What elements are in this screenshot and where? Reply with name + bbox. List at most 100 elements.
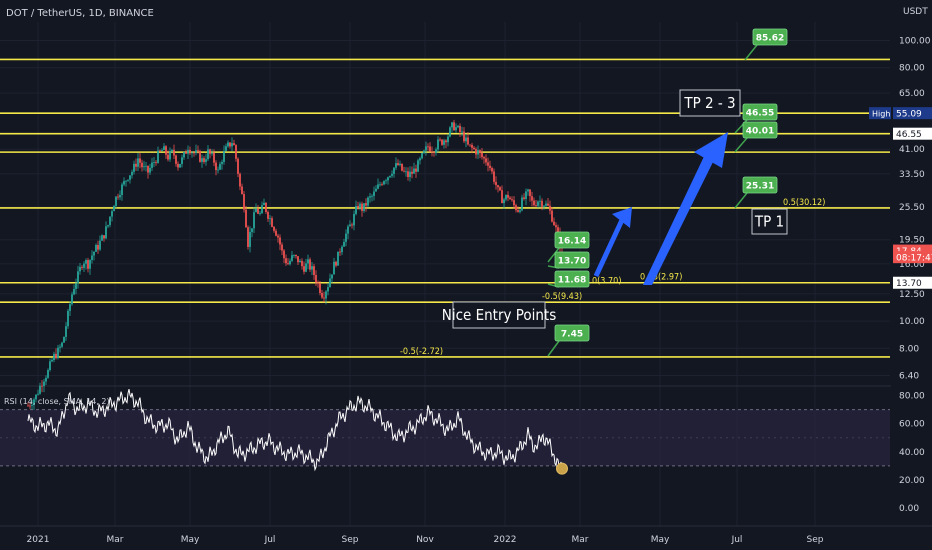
candle-body [61,342,63,347]
candle-body [453,122,455,131]
candle-body [457,125,459,128]
target-box-label: 25.31 [746,182,774,192]
candle-body [395,163,397,168]
candle-body [155,162,157,164]
candle-body [385,180,387,182]
candle-body [439,139,441,141]
candle-body [313,266,315,276]
candle-body [295,254,297,257]
candle-body [399,163,401,165]
candle-body [419,158,421,161]
candle-body [311,266,313,270]
candle-body [519,210,521,212]
candle-body [235,145,237,159]
candle-body [409,171,411,178]
candle-body [139,158,141,163]
target-box-label: 40.01 [746,127,774,137]
candle-body [77,271,79,284]
candle-body [347,226,349,234]
candle-body [441,139,443,145]
candle-body [97,245,99,250]
price-tick: 6.40 [899,372,919,382]
candle-body [275,230,277,236]
annotation-text: Nice Entry Points [442,306,557,324]
candle-body [547,203,549,206]
candle-body [39,385,41,394]
candle-body [297,256,299,263]
candle-body [529,189,531,197]
rsi-label: RSI (14, close, SMA, 14, 2) [4,397,110,406]
level-label: 0.13(2.97) [640,273,682,283]
candle-body [365,203,367,206]
candle-body [121,184,123,195]
candle-body [123,181,125,185]
candle-body [499,187,501,191]
price-tick: 25.50 [899,203,925,213]
candle-body [337,251,339,266]
candle-body [143,166,145,168]
candle-body [99,240,101,250]
candle-body [293,254,295,256]
candle-body [205,159,207,162]
candle-body [245,209,247,228]
candle-body [117,196,119,198]
candle-body [507,194,509,198]
candle-body [491,167,493,172]
candle-body [401,163,403,171]
candle-body [343,241,345,247]
price-tick: 19.50 [899,236,925,246]
candle-body [31,404,33,406]
candle-body [151,162,153,168]
candle-body [363,203,365,211]
price-tick: 100.00 [899,37,931,47]
candle-body [373,191,375,196]
candle-body [247,227,249,247]
candle-body [33,399,35,405]
candle-body [119,194,121,198]
candle-body [65,326,67,337]
candle-body [425,146,427,151]
candle-body [127,179,129,181]
candle-body [421,153,423,159]
time-tick: Mar [107,535,124,545]
candle-body [231,143,233,147]
candle-body [101,235,103,241]
candle-body [345,233,347,242]
candle-body [489,165,491,168]
candle-body [73,288,75,295]
candle-body [215,162,217,171]
candle-body [133,163,135,172]
candle-body [141,162,143,168]
time-axis[interactable]: 2021 Mar May Jul Sep Nov 2022 Mar May Jul Sep [0,525,932,545]
time-tick: Sep [342,535,359,545]
candle-body [185,152,187,154]
candle-body [523,197,525,199]
candle-body [335,261,337,266]
candle-body [135,163,137,167]
level-label: -0.5(-2.72) [400,347,443,357]
target-box [742,103,778,121]
candle-body [517,210,519,212]
candle-body [193,152,195,154]
candle-body [387,177,389,181]
candle-body [533,200,535,206]
target-box [554,251,590,269]
target-pointer [734,192,748,209]
candle-body [367,197,369,206]
candle-body [287,263,289,265]
candle-body [265,202,267,212]
target-boxes: 85.62 46.55 40.01 25.31 16.14 13.70 11.68 7.45 [547,28,788,357]
high-tag-label: High [872,110,890,119]
candle-body [35,394,37,400]
candle-body [107,225,109,227]
price-axis[interactable]: 100.0080.0065.0055.0041.0033.5025.5019.5… [869,0,932,526]
candle-body [393,167,395,174]
candle-body [445,140,447,143]
candle-body [279,237,281,245]
candle-body [555,225,557,228]
candle-body [89,259,91,269]
candle-body [71,294,73,305]
candle-body [423,150,425,154]
price-tag [893,251,932,264]
